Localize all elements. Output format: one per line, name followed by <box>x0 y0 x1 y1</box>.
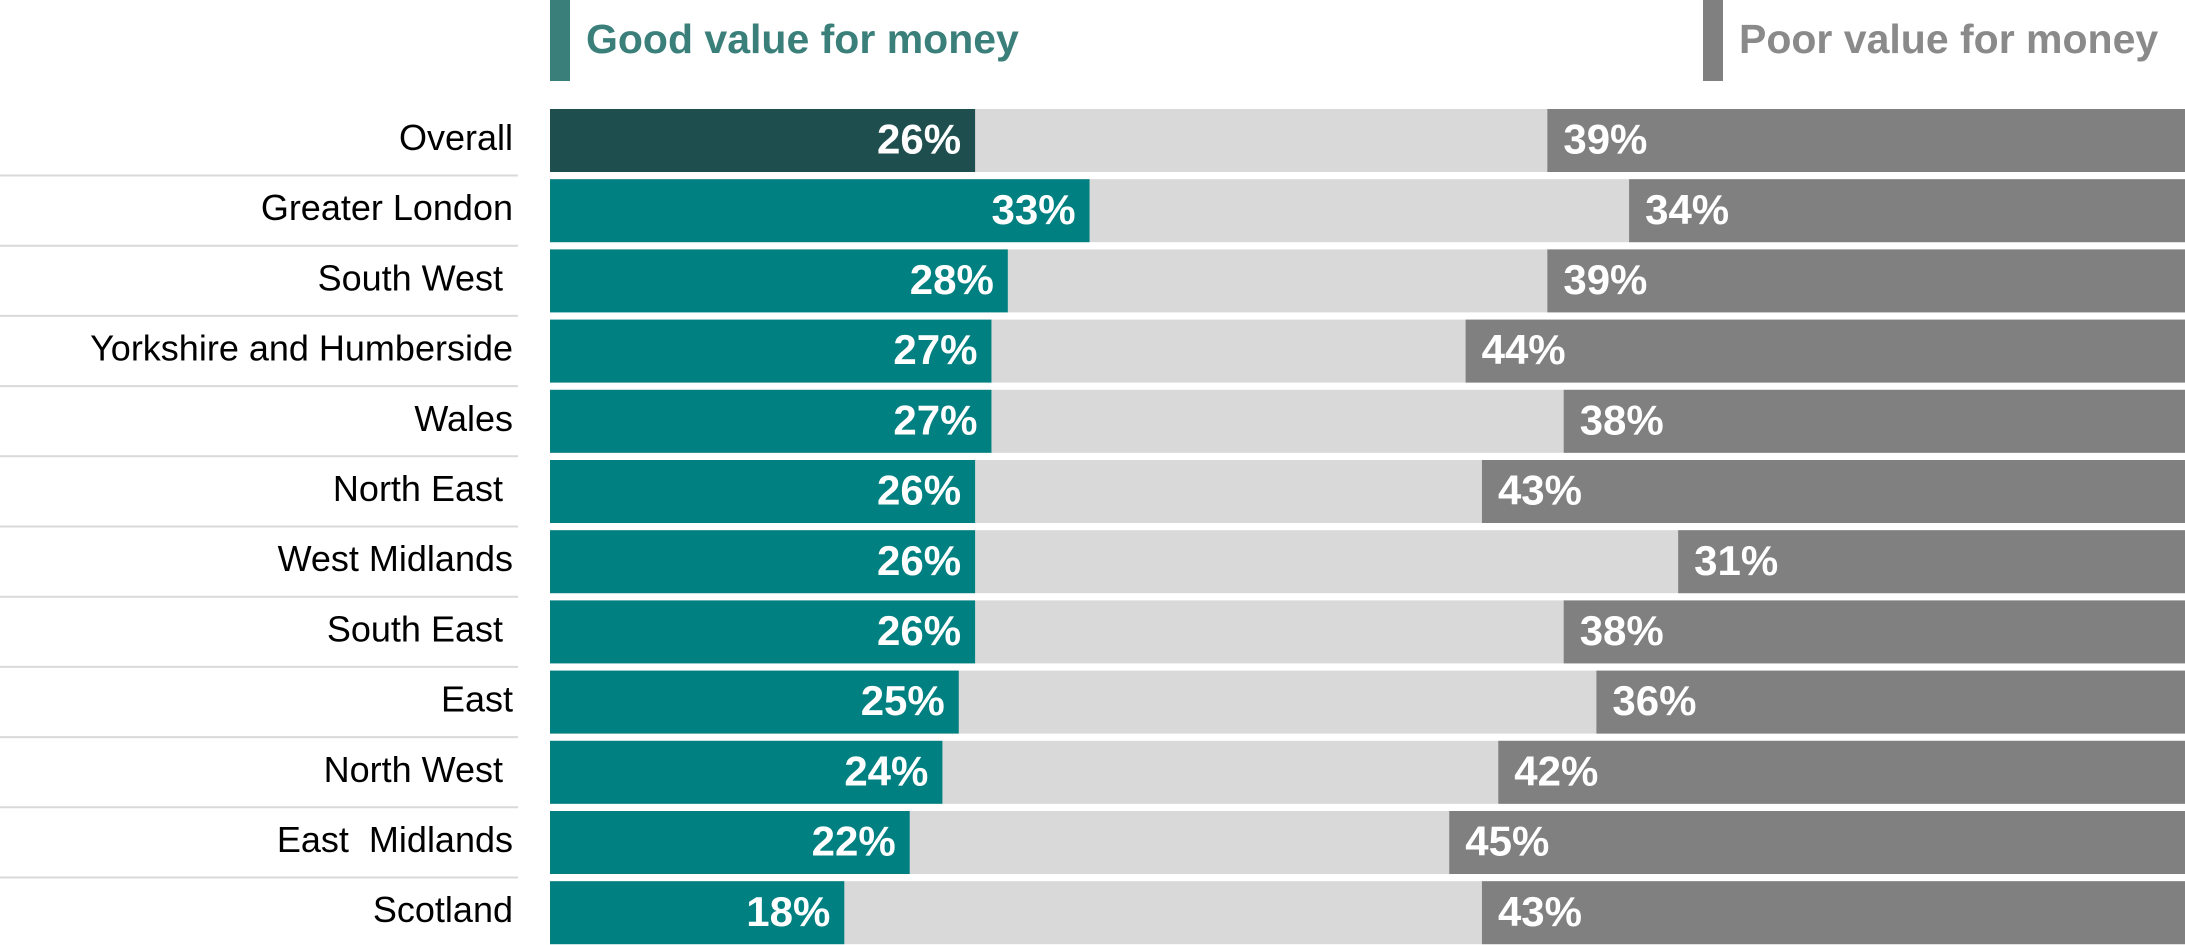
value-label: 36% <box>1612 677 1696 724</box>
bar-good <box>550 670 959 734</box>
bar-poor <box>1563 600 2185 664</box>
value-label: 39% <box>1563 256 1647 303</box>
bar-good <box>550 600 976 664</box>
value-label: 42% <box>1514 747 1598 794</box>
bar-poor <box>1481 881 2185 945</box>
value-label: 45% <box>1465 818 1549 865</box>
bar-good <box>550 389 992 453</box>
bar-poor <box>1547 249 2185 313</box>
category-label: North East <box>333 468 513 509</box>
category-label: East Midlands <box>277 819 513 860</box>
value-label: 38% <box>1580 396 1664 443</box>
value-label: 38% <box>1580 607 1664 654</box>
bar-good <box>550 881 845 945</box>
value-label: 24% <box>844 747 928 794</box>
value-label: 26% <box>877 467 961 514</box>
value-label: 26% <box>877 116 961 163</box>
category-label: Greater London <box>261 187 513 228</box>
bar-poor <box>1596 670 2185 734</box>
value-label: 39% <box>1563 116 1647 163</box>
value-label: 18% <box>746 888 830 935</box>
value-label: 25% <box>861 677 945 724</box>
bar-good <box>550 319 992 383</box>
value-label: 43% <box>1498 467 1582 514</box>
bar-good <box>550 109 976 172</box>
category-label: West Midlands <box>278 538 513 579</box>
bar-poor <box>1563 389 2185 453</box>
value-label: 22% <box>812 818 896 865</box>
bar-poor <box>1481 460 2185 523</box>
category-label: Wales <box>414 398 513 439</box>
category-label: East <box>441 679 513 720</box>
category-label: Yorkshire and Humberside <box>90 328 513 369</box>
category-label: North West <box>324 749 513 790</box>
value-label: 34% <box>1645 186 1729 233</box>
value-label: 26% <box>877 607 961 654</box>
bar-poor <box>1465 319 2185 383</box>
value-label: 44% <box>1482 326 1566 373</box>
bar-poor <box>1498 740 2185 804</box>
bar-good <box>550 249 1008 313</box>
bar-good <box>550 811 910 874</box>
bar-poor <box>1449 811 2185 874</box>
bar-good <box>550 179 1090 243</box>
bar-poor <box>1678 530 2185 594</box>
value-label: 43% <box>1498 888 1582 935</box>
value-label: 28% <box>910 256 994 303</box>
legend-label: Good value for money <box>586 16 1019 62</box>
category-label: South West <box>318 257 513 298</box>
value-label: 33% <box>991 186 1075 233</box>
bar-good <box>550 530 976 594</box>
legend-label: Poor value for money <box>1739 16 2158 62</box>
category-label: South East <box>327 608 513 649</box>
bar-poor <box>1547 109 2185 172</box>
bar-poor <box>1629 179 2185 243</box>
bar-good <box>550 460 976 523</box>
value-label: 31% <box>1694 537 1778 584</box>
value-label: 26% <box>877 537 961 584</box>
legend-swatch <box>1703 0 1723 81</box>
category-label: Overall <box>399 117 513 158</box>
bar-good <box>550 740 943 804</box>
value-label: 27% <box>893 326 977 373</box>
value-label: 27% <box>893 396 977 443</box>
legend-swatch <box>550 0 570 81</box>
category-label: Scotland <box>373 889 513 930</box>
